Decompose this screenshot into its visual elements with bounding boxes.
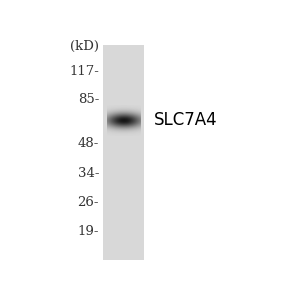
- Text: 85-: 85-: [78, 93, 99, 106]
- Text: 26-: 26-: [78, 196, 99, 209]
- Text: 34-: 34-: [78, 167, 99, 180]
- Bar: [103, 45, 145, 260]
- Text: (kD): (kD): [70, 40, 99, 53]
- Text: 117-: 117-: [69, 65, 99, 78]
- Text: 19-: 19-: [78, 225, 99, 238]
- Text: SLC7A4: SLC7A4: [154, 111, 218, 129]
- Text: 48-: 48-: [78, 137, 99, 150]
